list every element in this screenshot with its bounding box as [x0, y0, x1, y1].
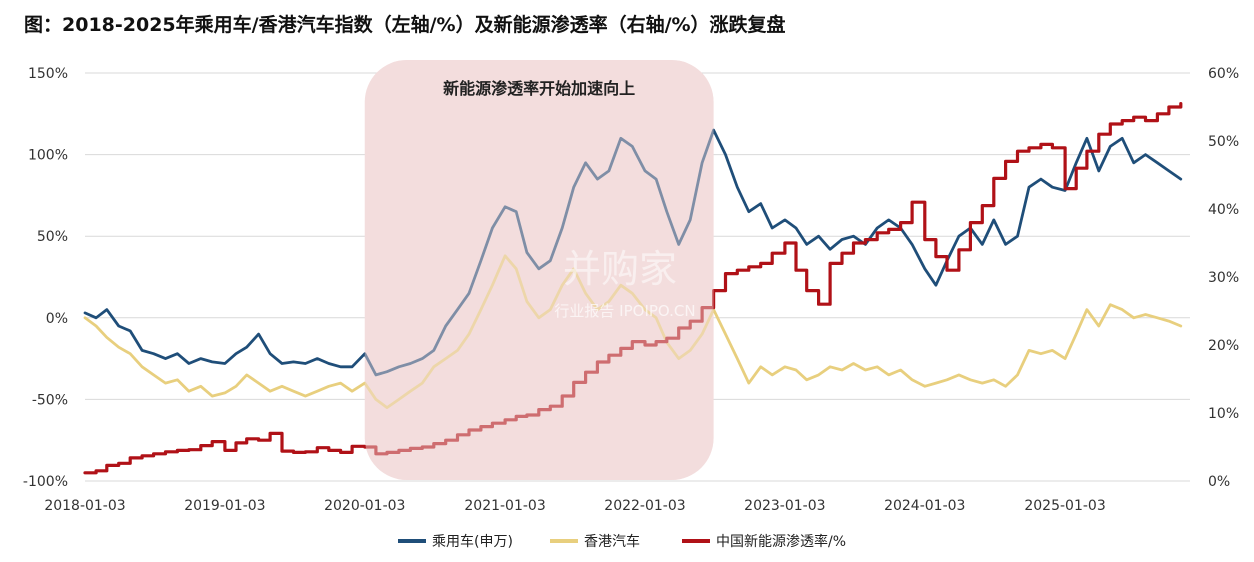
- highlight-annotation: 新能源渗透率开始加速向上: [443, 79, 635, 98]
- x-tick-label: 2019-01-03: [184, 498, 265, 514]
- highlight-overlay: [364, 60, 714, 480]
- watermark-main: 并购家: [563, 247, 677, 291]
- x-tick-label: 2018-01-03: [44, 498, 125, 514]
- series-line-1: [83, 128, 1183, 377]
- series-line-2: [83, 254, 1183, 409]
- legend-label-2: 香港汽车: [584, 533, 640, 550]
- chart-title: 图：2018-2025年乘用车/香港汽车指数（左轴/%）及新能源渗透率（右轴/%…: [24, 14, 786, 36]
- legend-label-1: 乘用车(申万): [432, 533, 513, 550]
- legend-label-3: 中国新能源渗透率/%: [716, 533, 846, 550]
- x-tick-label: 2025-01-03: [1024, 498, 1105, 514]
- y-right-tick-label: 60%: [1208, 66, 1239, 82]
- y-left-tick-label: 50%: [37, 229, 68, 245]
- y-right-tick-label: 50%: [1208, 134, 1239, 150]
- x-tick-label: 2024-01-03: [884, 498, 965, 514]
- y-left-tick-label: 150%: [28, 66, 68, 82]
- annotation-layer: 新能源渗透率开始加速向上: [443, 79, 635, 98]
- y-right-tick-label: 40%: [1208, 202, 1239, 218]
- highlight-overlay-box: [364, 60, 714, 480]
- y-right-tick-label: 30%: [1208, 270, 1239, 286]
- x-tick-label: 2023-01-03: [744, 498, 825, 514]
- y-right-tick-label: 10%: [1208, 406, 1239, 422]
- y-left-tick-label: -50%: [32, 392, 68, 408]
- y-left-tick-label: -100%: [23, 474, 68, 490]
- series-lines: [83, 102, 1183, 475]
- y-right-tick-label: 0%: [1208, 474, 1230, 490]
- series-line-3: [83, 102, 1183, 475]
- legend: 乘用车(申万) 香港汽车 中国新能源渗透率/%: [398, 533, 846, 550]
- x-tick-label: 2022-01-03: [604, 498, 685, 514]
- axes: 150% 100% 50% 0% -50% -100% 60% 50% 40% 30% 20% 10%…: [23, 66, 1239, 514]
- y-left-tick-label: 0%: [46, 311, 68, 327]
- watermark-sub: 行业报告 IPOIPO.CN: [554, 302, 695, 320]
- x-tick-label: 2020-01-03: [324, 498, 405, 514]
- y-right-tick-label: 20%: [1208, 338, 1239, 354]
- x-tick-label: 2021-01-03: [464, 498, 545, 514]
- y-left-tick-label: 100%: [28, 148, 68, 164]
